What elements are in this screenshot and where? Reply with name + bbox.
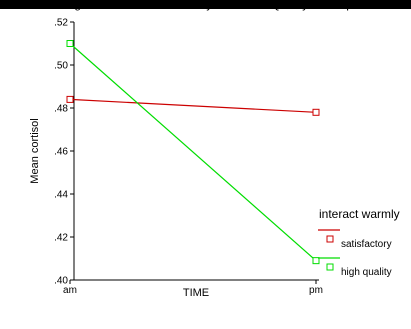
series-line — [69, 43, 317, 262]
series-line — [69, 98, 317, 113]
legend-swatch-marker — [326, 235, 334, 243]
x-tick-label: am — [63, 285, 77, 296]
legend-items: satisfactory high quality — [318, 229, 392, 278]
legend-swatch-marker — [326, 263, 334, 271]
x-axis-label: TIME — [183, 287, 209, 299]
series-marker — [66, 95, 74, 103]
series-marker — [312, 108, 320, 116]
y-tick-label: .52 — [54, 18, 68, 29]
y-tick-label: .50 — [54, 61, 68, 72]
y-axis-label: Mean cortisol — [29, 118, 41, 183]
legend-label: satisfactory — [341, 239, 392, 250]
y-tick-label: .46 — [54, 147, 68, 158]
series-marker — [66, 40, 74, 47]
legend-title: interact warmly — [319, 207, 400, 221]
legend: interact warmly satisfactory high quality — [318, 207, 400, 278]
series-marker — [312, 257, 320, 265]
plot-area: .40 .42 .44 .46 .48 .50 .52 am pm — [54, 18, 323, 297]
y-tick-label: .42 — [54, 233, 68, 244]
y-tick-label: .40 — [54, 276, 68, 287]
series-layer — [66, 40, 320, 265]
chart-title: Estimated Marginal Means of Cortisol by … — [0, 0, 411, 11]
title-bar — [0, 0, 411, 9]
x-tick-label: pm — [309, 285, 323, 296]
y-ticks: .40 .42 .44 .46 .48 .50 .52 — [54, 18, 74, 287]
y-tick-label: .44 — [54, 190, 68, 201]
x-ticks: am pm — [63, 280, 323, 296]
legend-label: high quality — [341, 267, 392, 278]
y-tick-label: .48 — [54, 104, 68, 115]
